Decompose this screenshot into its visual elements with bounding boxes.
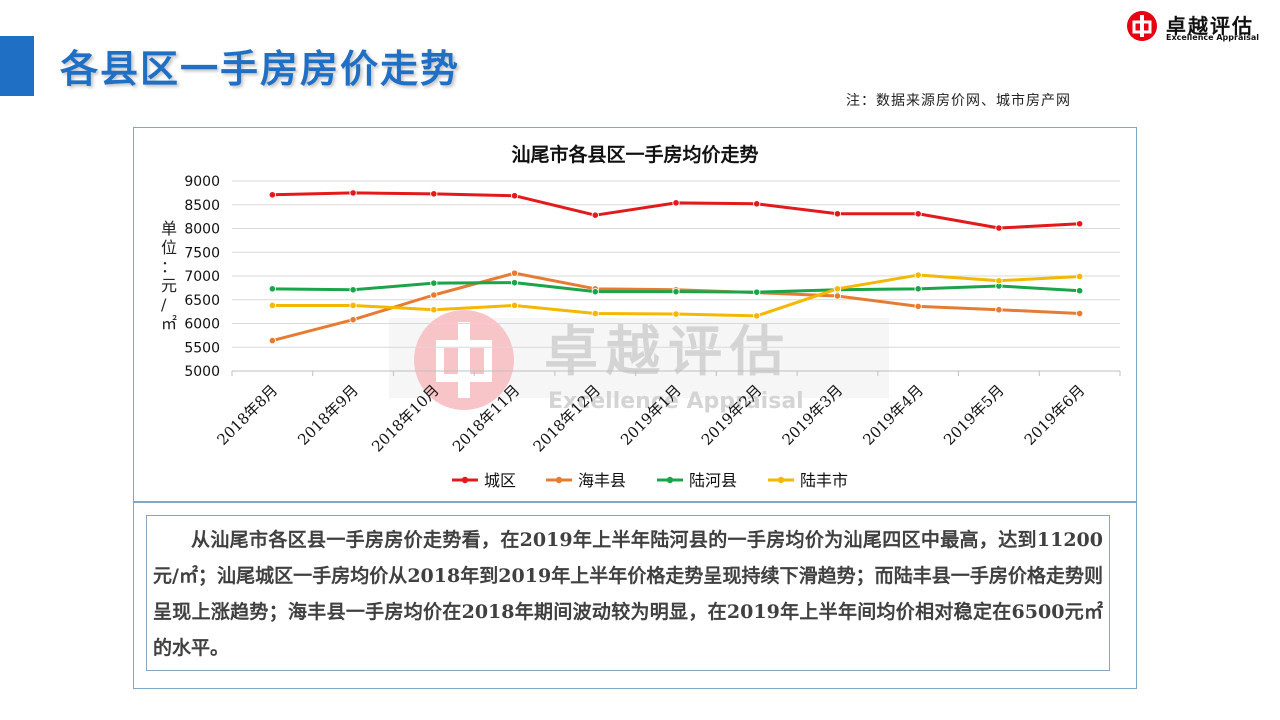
legend-marker (777, 476, 785, 484)
y-axis-label-char: ： (161, 257, 177, 276)
x-tick-label: 2018年8月 (214, 381, 282, 449)
analysis-paragraph: 从汕尾市各区县一手房房价走势看，在2019年上半年陆河县的一手房均价为汕尾四区中… (153, 529, 1103, 659)
series-line (272, 273, 1080, 318)
legend-marker (461, 476, 469, 484)
data-point (914, 285, 922, 293)
data-point (268, 285, 276, 293)
chart-container: 卓越评估 Excellence Appraisal 汕尾市各县区一手房均价走势 … (133, 127, 1137, 503)
legend-marker (666, 476, 674, 484)
y-tick-label: 6500 (184, 293, 220, 309)
title-accent-bar (0, 36, 34, 96)
data-point (833, 292, 842, 300)
x-tick-label: 2019年6月 (1021, 381, 1089, 449)
data-point (672, 288, 680, 296)
data-point (430, 306, 438, 314)
page-title: 各县区一手房房价走势 (60, 47, 461, 91)
data-point (268, 191, 276, 199)
data-point (510, 279, 519, 287)
legend-label: 陆丰市 (800, 471, 848, 490)
chart-title: 汕尾市各县区一手房均价走势 (511, 143, 758, 166)
y-axis-label-char: 单 (161, 219, 177, 238)
data-point (349, 316, 357, 324)
chart-gridlines (231, 180, 1121, 376)
y-tick-label: 5500 (184, 340, 220, 356)
data-point (510, 192, 519, 200)
legend-label: 陆河县 (689, 471, 737, 490)
data-point (268, 301, 276, 310)
data-point (1076, 220, 1084, 228)
data-point (672, 199, 680, 207)
data-point (1076, 272, 1084, 281)
y-axis-label-char: / (161, 295, 167, 314)
data-point (591, 288, 599, 296)
legend-label: 海丰县 (578, 471, 626, 490)
data-point (753, 288, 761, 296)
data-point (510, 269, 519, 277)
chart-legend: 城区 海丰县 陆河县 陆丰市 (452, 471, 848, 490)
data-point (1076, 287, 1084, 295)
data-point (591, 309, 599, 318)
watermark-text-cn: 卓越评估 (544, 320, 792, 383)
data-point (1076, 309, 1084, 318)
data-point (995, 306, 1003, 314)
data-point (833, 210, 842, 218)
y-tick-label: 8500 (184, 198, 220, 214)
y-tick-label: 7500 (184, 245, 220, 261)
data-point (995, 224, 1003, 232)
data-point (672, 310, 680, 318)
analysis-panel: 从汕尾市各区县一手房房价走势看，在2019年上半年陆河县的一手房均价为汕尾四区中… (133, 501, 1137, 689)
data-point (914, 302, 922, 310)
y-tick-label: 6000 (184, 317, 220, 333)
chart-series (268, 189, 1084, 345)
y-axis-label: 单位：元/㎡ (161, 219, 177, 333)
data-point (510, 301, 519, 310)
y-axis-ticks: 5000 5500 6000 6500 7000 7500 8000 8500 9000 (184, 174, 220, 380)
data-point (914, 210, 922, 218)
y-tick-label: 9000 (184, 174, 220, 190)
line-chart: 卓越评估 Excellence Appraisal 汕尾市各县区一手房均价走势 … (161, 143, 1121, 490)
data-point (268, 337, 276, 345)
watermark-text-en: Excellence Appraisal (548, 389, 804, 414)
legend-marker (555, 476, 563, 484)
series-line (272, 191, 1080, 230)
y-tick-label: 8000 (184, 222, 220, 238)
data-point (753, 200, 761, 208)
data-point (995, 277, 1003, 285)
data-point (753, 312, 761, 320)
data-point (833, 285, 842, 293)
y-axis-label-char: ㎡ (161, 314, 177, 333)
data-point (430, 279, 438, 287)
logo-text-cn: 卓越评估 (1166, 14, 1254, 38)
x-tick-label: 2018年9月 (294, 381, 362, 449)
data-point (349, 189, 357, 197)
analysis-text-box: 从汕尾市各区县一手房房价走势看，在2019年上半年陆河县的一手房均价为汕尾四区中… (146, 515, 1110, 671)
source-note: 注：数据来源房价网、城市房产网 (846, 93, 1071, 109)
legend-label: 城区 (484, 471, 516, 490)
data-point (430, 190, 438, 198)
data-point (349, 301, 357, 310)
data-point (914, 271, 922, 279)
logo-text-en: Excellence Appraisal (1166, 33, 1259, 42)
watermark: 卓越评估 Excellence Appraisal (389, 310, 889, 414)
data-point (430, 291, 438, 299)
data-point (591, 211, 599, 219)
y-axis-label-char: 元 (161, 276, 177, 295)
y-tick-label: 7000 (184, 269, 220, 285)
y-tick-label: 5000 (184, 364, 220, 380)
y-axis-label-char: 位 (161, 238, 177, 257)
logo-mark-icon (1127, 11, 1157, 41)
company-logo: 卓越评估 Excellence Appraisal (1126, 8, 1276, 44)
data-point (349, 286, 357, 294)
x-tick-label: 2019年5月 (940, 381, 1008, 449)
